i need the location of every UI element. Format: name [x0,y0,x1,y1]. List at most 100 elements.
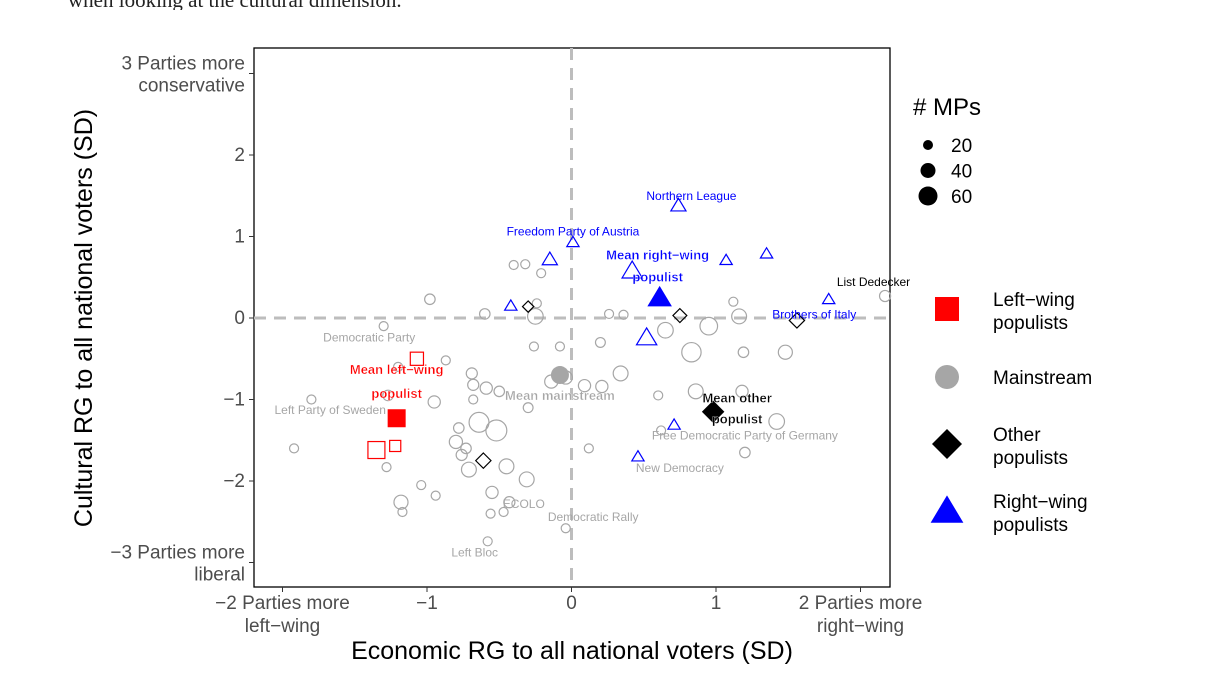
data-point [718,253,734,266]
data-point [460,461,477,478]
group-legend-label: populists [993,313,1068,334]
size-legend-marker [923,140,933,150]
y-tick-label: −1 [223,390,245,411]
data-point [468,394,479,405]
data-point [687,383,704,400]
mean-label: Mean mainstream [505,388,615,403]
data-point [521,300,535,314]
data-point [430,490,441,501]
data-point [739,446,751,459]
mean-point [550,366,569,385]
party-label: Democratic Rally [548,510,639,524]
group-legend-label: populists [993,515,1068,536]
y-tick-label: 3 Parties more [121,54,245,75]
y-tick-label: 0 [234,308,245,329]
data-point [520,259,531,270]
data-point [681,341,702,363]
page-caption-fragment: when looking at the cultural dimension. [68,0,968,10]
group-legend-marker [930,495,964,523]
y-tick-label: conservative [138,76,245,97]
mean-label: Mean left−wing [350,362,444,377]
group-legend-marker [935,365,959,389]
y-tick-label: −2 [223,471,245,492]
y-tick-label: 1 [234,227,245,248]
data-point [531,298,542,309]
data-point [541,250,559,266]
mean-label: populist [371,386,422,401]
data-point [594,336,606,348]
data-point [560,523,571,534]
data-point [603,308,615,320]
party-label: Democratic Party [323,331,415,345]
party-label: Free Democratic Party of Germany [652,428,838,442]
data-point [528,341,540,352]
data-point [424,293,436,306]
data-point [393,494,409,510]
data-point [666,417,682,430]
data-point [498,458,515,475]
party-label: Left Bloc [451,546,498,560]
data-point [485,485,499,500]
data-point [503,496,516,509]
mean-label: populist [712,412,763,427]
data-point [474,452,492,470]
size-legend-label: 60 [951,187,972,208]
data-point [777,344,793,360]
data-point [620,259,644,279]
data-point [455,448,468,462]
data-point [655,425,667,436]
x-tick-label: −2 Parties more [215,593,350,614]
y-tick-label: 2 [234,145,245,166]
data-point [672,307,688,324]
size-legend-marker [920,163,936,178]
data-point [731,308,748,325]
data-point [878,289,892,303]
group-legend-marker [935,297,959,321]
y-axis-title: Cultural RG to all national voters (SD) [70,109,98,527]
size-legend-label: 20 [951,136,972,157]
data-point [536,268,547,279]
data-point [657,321,674,339]
mean-label: Mean right−wing [606,248,709,263]
data-point [503,298,519,311]
data-point [526,307,544,325]
data-point [612,365,629,382]
y-tick-label: −3 Parties more [110,543,245,564]
mean-point [647,285,672,307]
group-legend-label: Mainstream [993,368,1092,389]
mean-point [387,409,406,428]
data-point [630,449,646,462]
data-point [728,296,739,307]
data-point [821,292,836,305]
party-label: New Democracy [636,461,724,475]
data-point [409,351,425,366]
data-point [416,479,427,491]
group-legend-label: Right−wing [993,492,1088,513]
data-point [392,361,404,373]
y-tick-label: liberal [194,565,245,586]
party-label: Brothers of Italy [772,308,856,322]
data-point [440,355,451,366]
party-label: ECOLO [503,497,545,511]
x-tick-label: right−wing [817,616,904,637]
party-label: Left Party of Sweden [274,403,385,417]
data-point [737,346,750,359]
data-point [478,308,491,320]
data-point [565,235,581,248]
data-point [518,471,535,488]
group-legend-label: Other [993,425,1041,446]
data-points-layer [288,197,892,547]
mean-label: populist [632,270,683,285]
data-point [378,321,389,332]
data-point [522,402,534,414]
data-point [508,259,519,271]
x-tick-label: 1 [711,593,722,614]
data-point [460,442,472,455]
data-point [699,316,719,336]
mean-point [701,400,725,423]
data-point [427,395,441,409]
x-axis-title: Economic RG to all national voters (SD) [351,637,793,665]
size-legend-label: 40 [951,162,972,183]
data-point [669,197,688,212]
